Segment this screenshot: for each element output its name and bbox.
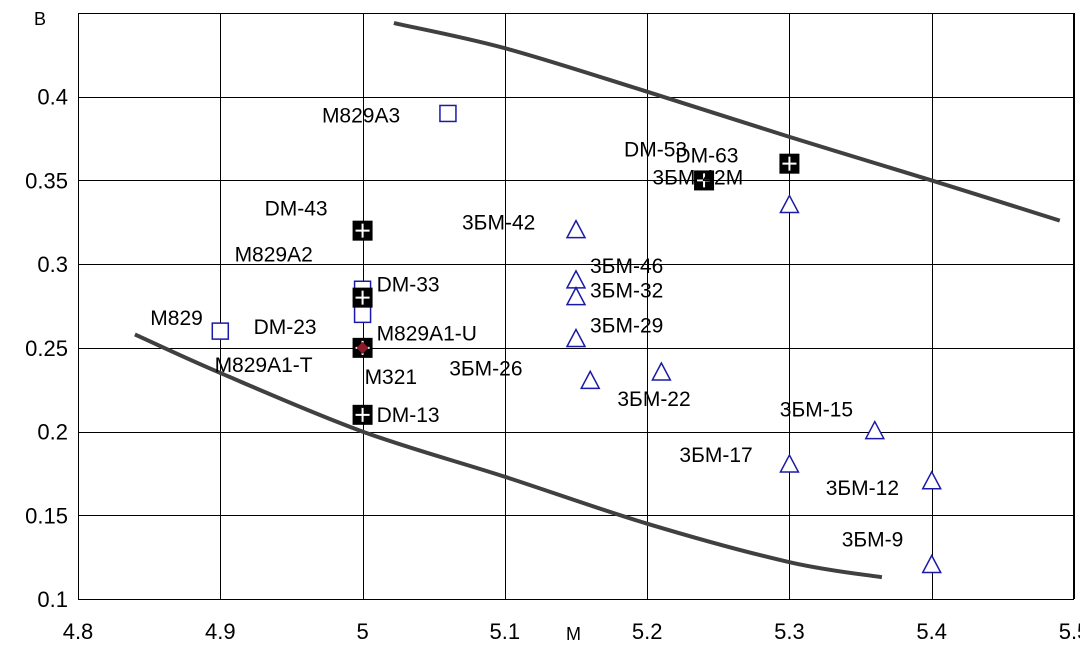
point-label: M829A1-U xyxy=(377,322,477,345)
cross-glyph xyxy=(355,223,370,238)
x-tick-label: 4.8 xyxy=(63,619,94,644)
x-tick-label: 5.4 xyxy=(916,619,947,644)
cross-glyph xyxy=(355,290,370,305)
open-square-marker xyxy=(211,322,230,340)
cross-glyph xyxy=(782,156,797,171)
data-markers xyxy=(211,104,942,574)
point-label: 3БМ-12 xyxy=(826,477,899,500)
point-label: 3БМ-42М xyxy=(652,167,743,190)
y-tick-label: 0.35 xyxy=(25,168,68,193)
tick-labels: 4.8 4.9 5 5.1 5.2 5.3 5.4 5.5 0.1 0.15 0.2 0.25 0.3 0… xyxy=(25,85,1080,644)
point-label: DM-13 xyxy=(377,404,440,427)
x-tick-label: 5 xyxy=(356,619,368,644)
open-triangle-marker xyxy=(921,470,942,490)
point-label: DM-43 xyxy=(265,198,328,221)
cross-glyph xyxy=(355,407,370,422)
point-label: M829A2 xyxy=(235,243,313,266)
point-label: 3БМ-42 xyxy=(462,212,535,235)
point-label: M829A1-T xyxy=(215,354,313,377)
point-label: 3БМ-32 xyxy=(590,280,663,303)
x-tick-label: 5.2 xyxy=(632,619,663,644)
grid xyxy=(78,13,1075,600)
open-square-marker xyxy=(353,305,372,324)
open-triangle-marker xyxy=(579,369,601,390)
y-tick-label: 0.1 xyxy=(37,587,68,612)
point-label: 3БМ-9 xyxy=(842,529,904,552)
y-tick-label: 0.25 xyxy=(25,336,68,361)
x-tick-label: 5.5 xyxy=(1059,619,1080,644)
x-tick-label: 4.9 xyxy=(205,619,236,644)
boundary-curve xyxy=(393,21,1061,223)
cross-glyph xyxy=(697,173,712,188)
open-square-marker xyxy=(439,104,457,123)
point-label: M829 xyxy=(150,307,203,330)
point-label: DM-33 xyxy=(377,274,440,297)
point-label: 3БМ-46 xyxy=(590,255,663,278)
point-label: 3БМ-29 xyxy=(590,314,663,337)
point-label: 3БМ-26 xyxy=(449,357,522,380)
boundary-curves xyxy=(134,21,1061,580)
y-axis-title: B xyxy=(34,9,46,29)
boundary-curve xyxy=(134,332,883,580)
diamond-marker xyxy=(356,341,369,354)
open-triangle-marker xyxy=(565,327,587,348)
point-label: 3БМ-22 xyxy=(617,388,690,411)
y-tick-label: 0.3 xyxy=(37,252,68,277)
point-label: DM-23 xyxy=(254,316,317,339)
y-tick-label: 0.2 xyxy=(37,420,68,445)
x-tick-label: 5.1 xyxy=(490,619,521,644)
point-label: 3БМ-15 xyxy=(780,399,853,422)
point-label: M829A3 xyxy=(322,104,400,127)
point-label: DM-63 xyxy=(675,145,738,168)
x-axis-title: M xyxy=(566,624,581,644)
open-triangle-marker xyxy=(651,361,672,381)
point-label: DM-53 xyxy=(624,138,687,161)
y-tick-label: 0.4 xyxy=(37,85,68,110)
point-label: 3БМ-17 xyxy=(679,444,752,467)
point-label: M321 xyxy=(365,366,418,389)
open-triangle-marker xyxy=(565,286,587,306)
point-labels: M829A3M829A2M829M829A1-UM829A1-TDM-63DM-… xyxy=(150,104,903,551)
x-tick-label: 5.3 xyxy=(774,619,805,644)
y-tick-label: 0.15 xyxy=(25,503,68,528)
open-triangle-marker xyxy=(779,453,800,473)
open-triangle-marker xyxy=(779,193,800,214)
open-triangle-marker xyxy=(921,553,942,574)
open-triangle-marker xyxy=(565,269,587,289)
open-triangle-marker xyxy=(565,219,587,239)
open-triangle-marker xyxy=(864,419,886,440)
